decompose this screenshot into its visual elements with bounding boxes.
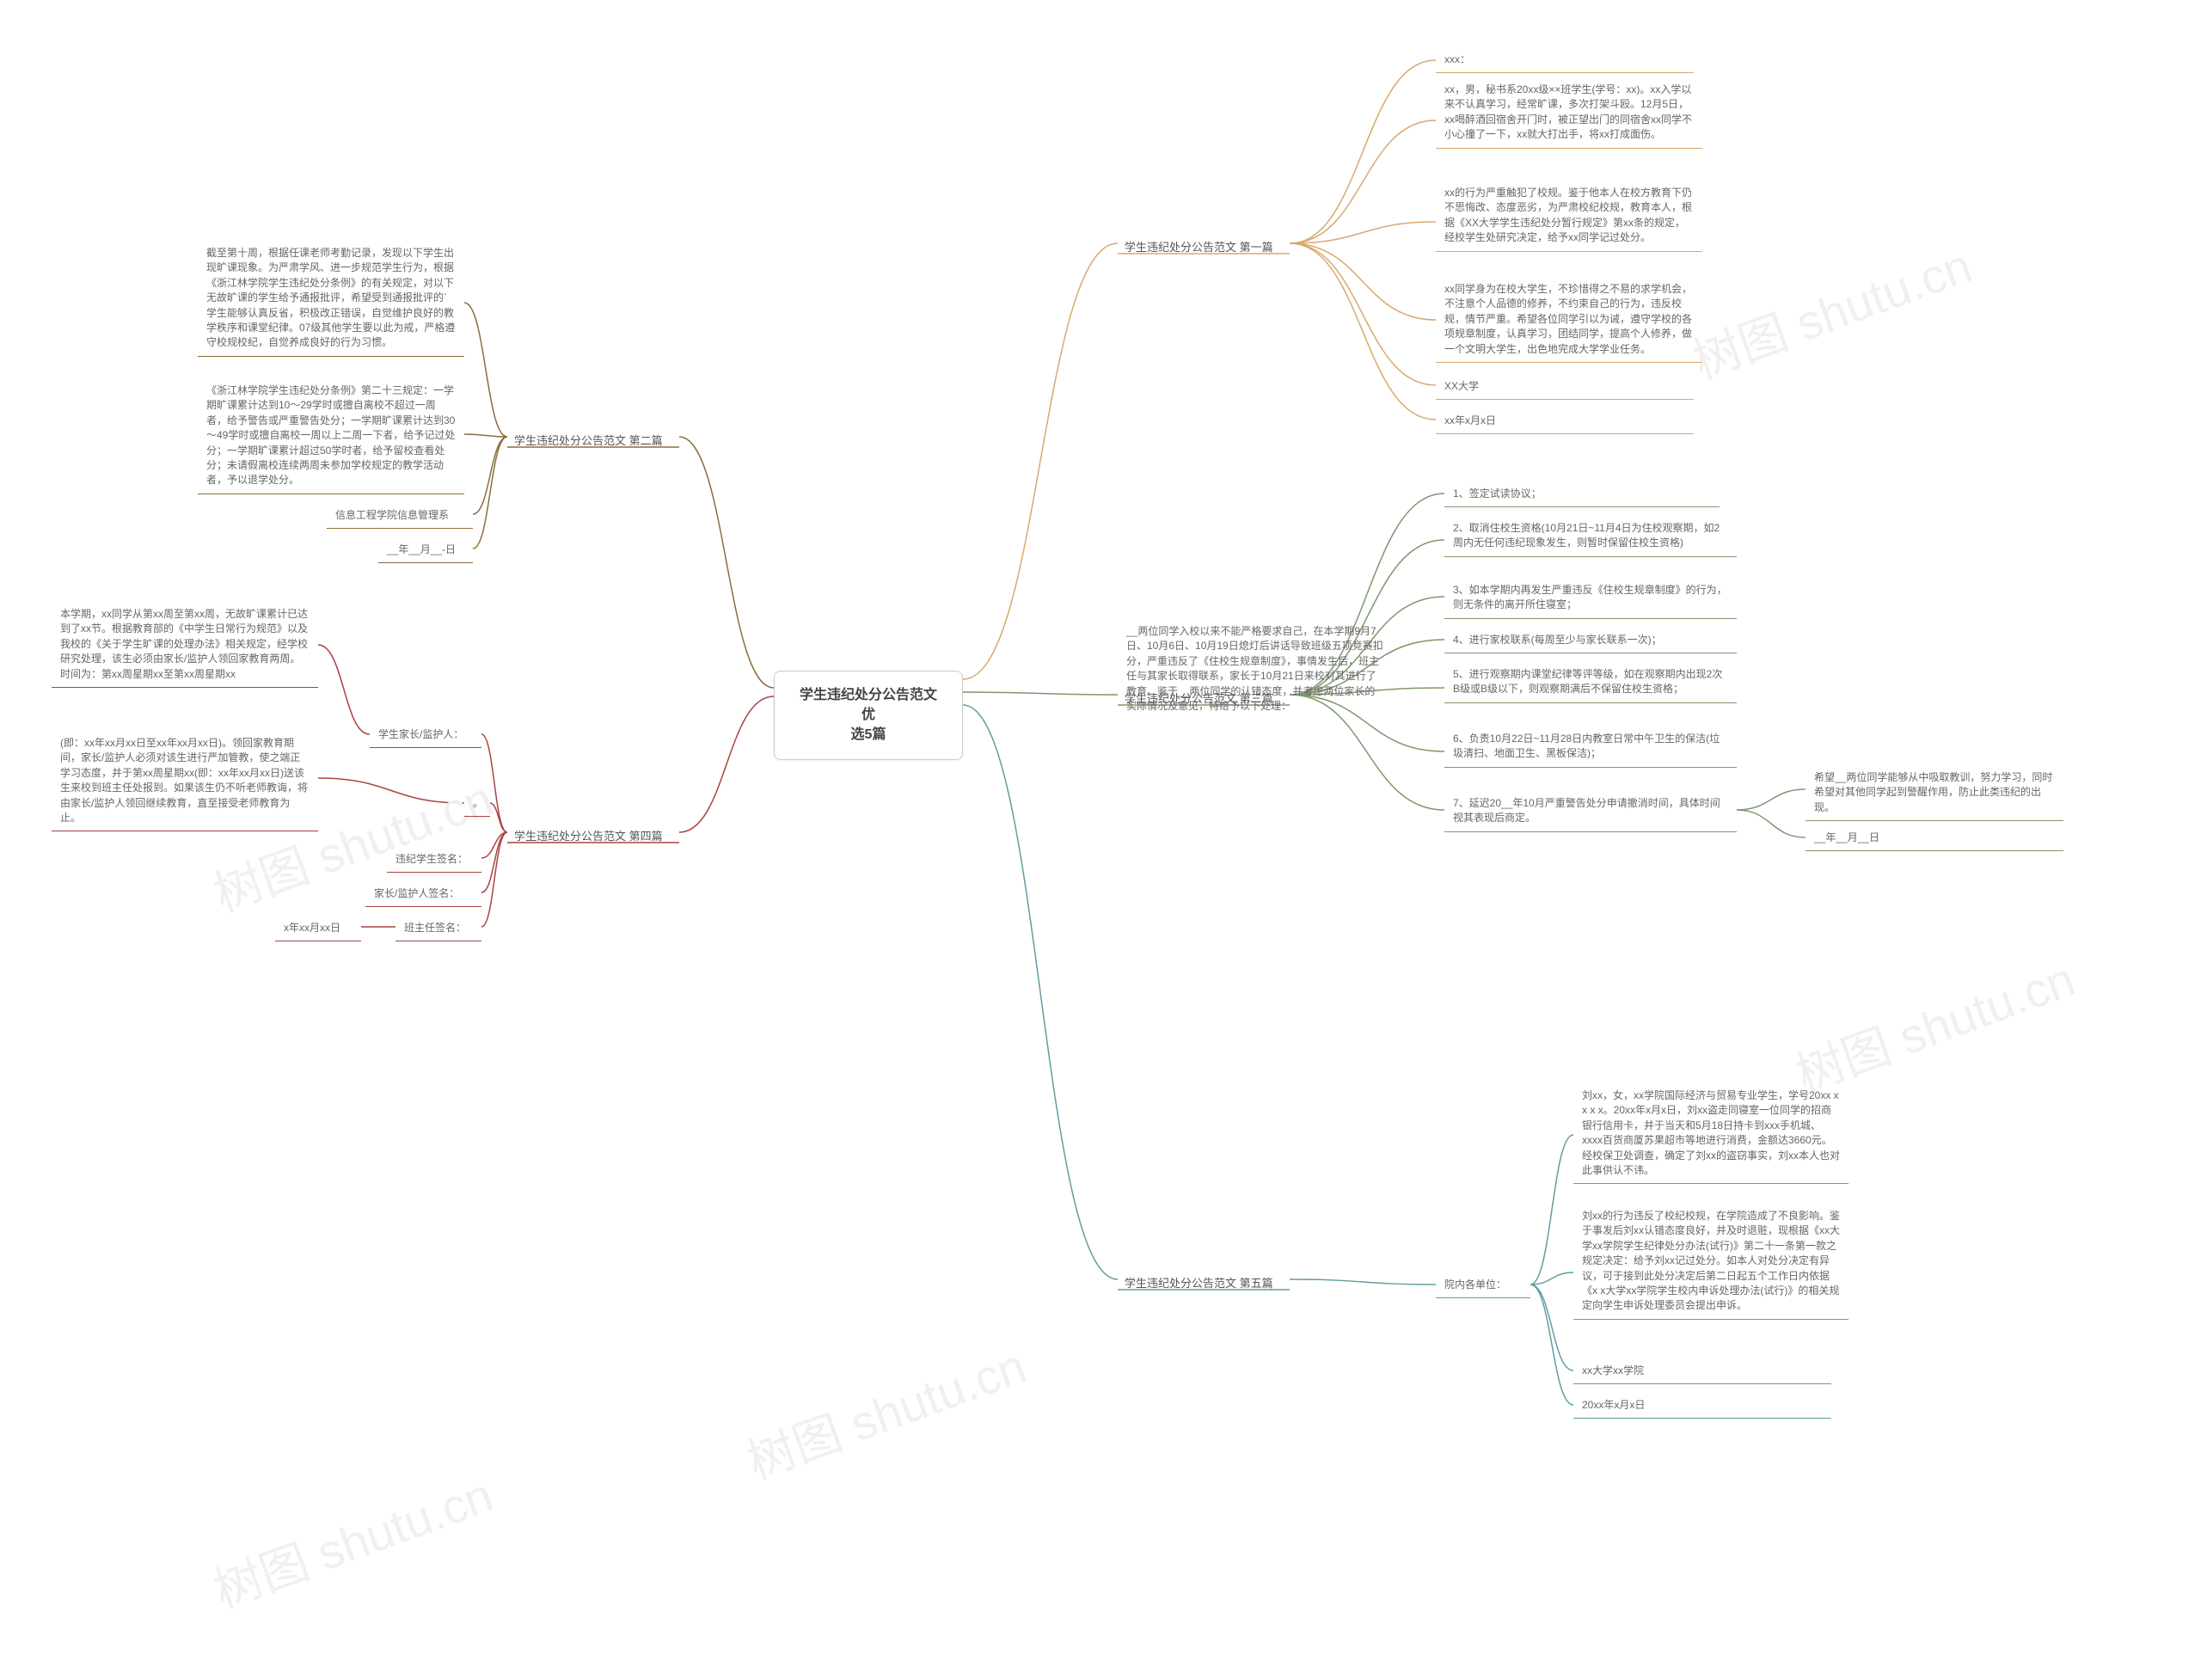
leaf-node: 3、如本学期内再发生严重违反《住校生规章制度》的行为，则无条件的离开所住寝室； [1444, 578, 1737, 619]
leaf-node: 刘xx的行为违反了校纪校规，在学院造成了不良影响。鉴于事发后刘xx认错态度良好，… [1573, 1204, 1848, 1320]
leaf-node: 信息工程学院信息管理系 [327, 503, 473, 529]
leaf-node: 学生家长/监护人： [370, 722, 481, 748]
leaf-node: 4、进行家校联系(每周至少与家长联系一次)； [1444, 628, 1737, 653]
leaf-node: 希望__两位同学能够从中吸取教训，努力学习，同时希望对其他同学起到警醒作用，防止… [1806, 765, 2063, 821]
watermark: 树图 shutu.cn [1682, 227, 1980, 392]
watermark: 树图 shutu.cn [1785, 941, 2083, 1106]
leaf-node: 本学期，xx同学从第xx周至第xx周，无故旷课累计已达到了xx节。根据教育部的《… [52, 602, 318, 688]
leaf-node: 。 [464, 791, 490, 817]
leaf-node: __年__月__-日 [378, 537, 473, 563]
leaf-node: x年xx月xx日 [275, 916, 361, 941]
leaf-node: 刘xx，女，xx学院国际经济与贸易专业学生，学号20xx x x x x。20x… [1573, 1083, 1848, 1184]
branch-label: 学生违纪处分公告范文 第四篇 [507, 825, 670, 849]
leaf-node: (即：xx年xx月xx日至xx年xx月xx日)。领回家教育期间，家长/监护人必须… [52, 731, 318, 831]
leaf-node: xx，男，秘书系20xx级××班学生(学号：xx)。xx入学以来不认真学习，经常… [1436, 77, 1702, 149]
leaf-node: XX大学 [1436, 374, 1694, 400]
leaf-node: 违纪学生签名： [387, 847, 481, 873]
leaf-node: 院内各单位： [1436, 1272, 1530, 1298]
leaf-node: 6、负责10月22日~11月28日内教室日常中午卫生的保洁(垃圾清扫、地面卫生、… [1444, 727, 1737, 768]
leaf-node: __年__月__日 [1806, 825, 2063, 851]
branch-label: 学生违纪处分公告范文 第一篇 [1118, 236, 1280, 260]
leaf-node: 班主任签名： [395, 916, 481, 941]
branch-label: 学生违纪处分公告范文 第二篇 [507, 430, 670, 453]
leaf-node: 2、取消住校生资格(10月21日~11月4日为住校观察期，如2周内无任何违纪现象… [1444, 516, 1737, 557]
watermark: 树图 shutu.cn [203, 1456, 501, 1622]
leaf-node: __两位同学入校以来不能严格要求自己，在本学期9月7日、10月6日、10月19日… [1118, 619, 1393, 719]
leaf-node: 7、延迟20__年10月严重警告处分申请撤消时间，具体时间视其表现后商定。 [1444, 791, 1737, 832]
leaf-node: xx年x月x日 [1436, 408, 1694, 434]
leaf-node: 截至第十周，根据任课老师考勤记录，发现以下学生出现旷课现象。为严肃学风、进一步规… [198, 241, 464, 357]
leaf-node: xx的行为严重触犯了校规。鉴于他本人在校方教育下仍不思悔改、态度恶劣，为严肃校纪… [1436, 181, 1702, 252]
leaf-node: xx大学xx学院 [1573, 1358, 1831, 1384]
root-node: 学生违纪处分公告范文优选5篇 [774, 671, 963, 760]
leaf-node: 5、进行观察期内课堂纪律等评等级，如在观察期内出现2次B级或B级以下，则观察期满… [1444, 662, 1737, 703]
watermark: 树图 shutu.cn [736, 1327, 1034, 1493]
leaf-node: 1、签定试读协议； [1444, 481, 1720, 507]
leaf-node: 家长/监护人签名： [365, 881, 481, 907]
branch-label: 学生违纪处分公告范文 第五篇 [1118, 1272, 1280, 1296]
leaf-node: xxx： [1436, 47, 1694, 73]
leaf-node: xx同学身为在校大学生，不珍惜得之不易的求学机会，不注意个人品德的修养，不约束自… [1436, 277, 1702, 363]
leaf-node: 《浙江林学院学生违纪处分条例》第二十三规定：一学期旷课累计达到10～29学时或擅… [198, 378, 464, 494]
leaf-node: 20xx年x月x日 [1573, 1393, 1831, 1419]
